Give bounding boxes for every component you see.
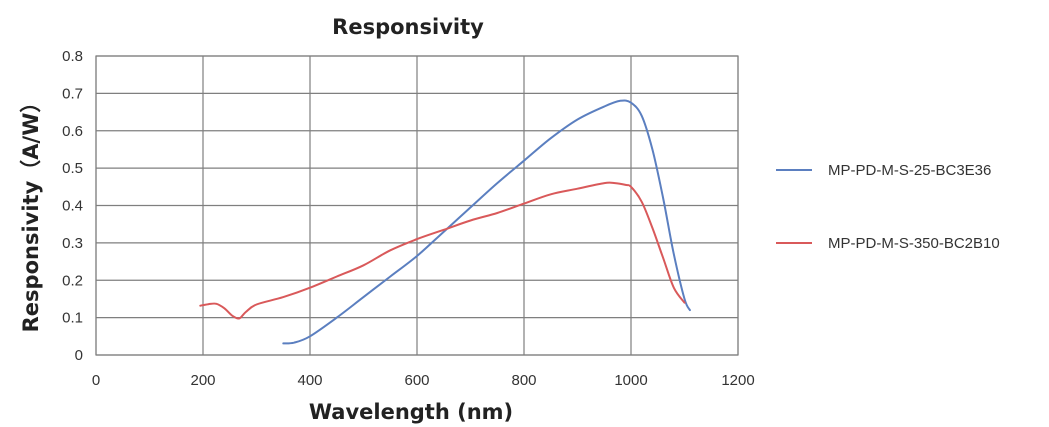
x-tick-label: 200 — [190, 372, 215, 389]
legend: MP-PD-M-S-25-BC3E36 MP-PD-M-S-350-BC2B10 — [776, 162, 1000, 252]
y-tick-label: 0.8 — [62, 48, 83, 65]
y-tick-label: 0.4 — [62, 198, 83, 215]
legend-label-2: MP-PD-M-S-350-BC2B10 — [828, 235, 1000, 252]
y-tick-label: 0.1 — [62, 310, 83, 327]
y-tick-labels: 0 0.1 0.2 0.3 0.4 0.5 0.6 0.7 0.8 — [62, 48, 83, 364]
chart-title: Responsivity — [332, 15, 484, 39]
y-tick-label: 0.2 — [62, 272, 83, 289]
y-tick-label: 0.5 — [62, 160, 83, 177]
x-tick-labels: 0 200 400 600 800 1000 1200 — [92, 372, 755, 389]
plot-frame — [95, 55, 739, 356]
y-tick-label: 0.6 — [62, 123, 83, 140]
y-axis-label: Responsivity（A/W） — [19, 92, 43, 333]
legend-label-1: MP-PD-M-S-25-BC3E36 — [828, 162, 991, 179]
x-axis-label: Wavelength (nm) — [309, 400, 513, 424]
y-tick-label: 0.3 — [62, 235, 83, 252]
x-tick-label: 0 — [92, 372, 100, 389]
series-line-1 — [282, 99, 691, 345]
x-tick-label: 400 — [297, 372, 322, 389]
y-tick-label: 0 — [75, 347, 83, 364]
series-layer — [199, 99, 691, 345]
series-line-2 — [199, 181, 686, 320]
x-tick-label: 1200 — [721, 372, 754, 389]
x-tick-label: 800 — [511, 372, 536, 389]
x-tick-label: 600 — [404, 372, 429, 389]
x-tick-label: 1000 — [614, 372, 647, 389]
grid-layer — [95, 55, 739, 356]
y-tick-label: 0.7 — [62, 85, 83, 102]
